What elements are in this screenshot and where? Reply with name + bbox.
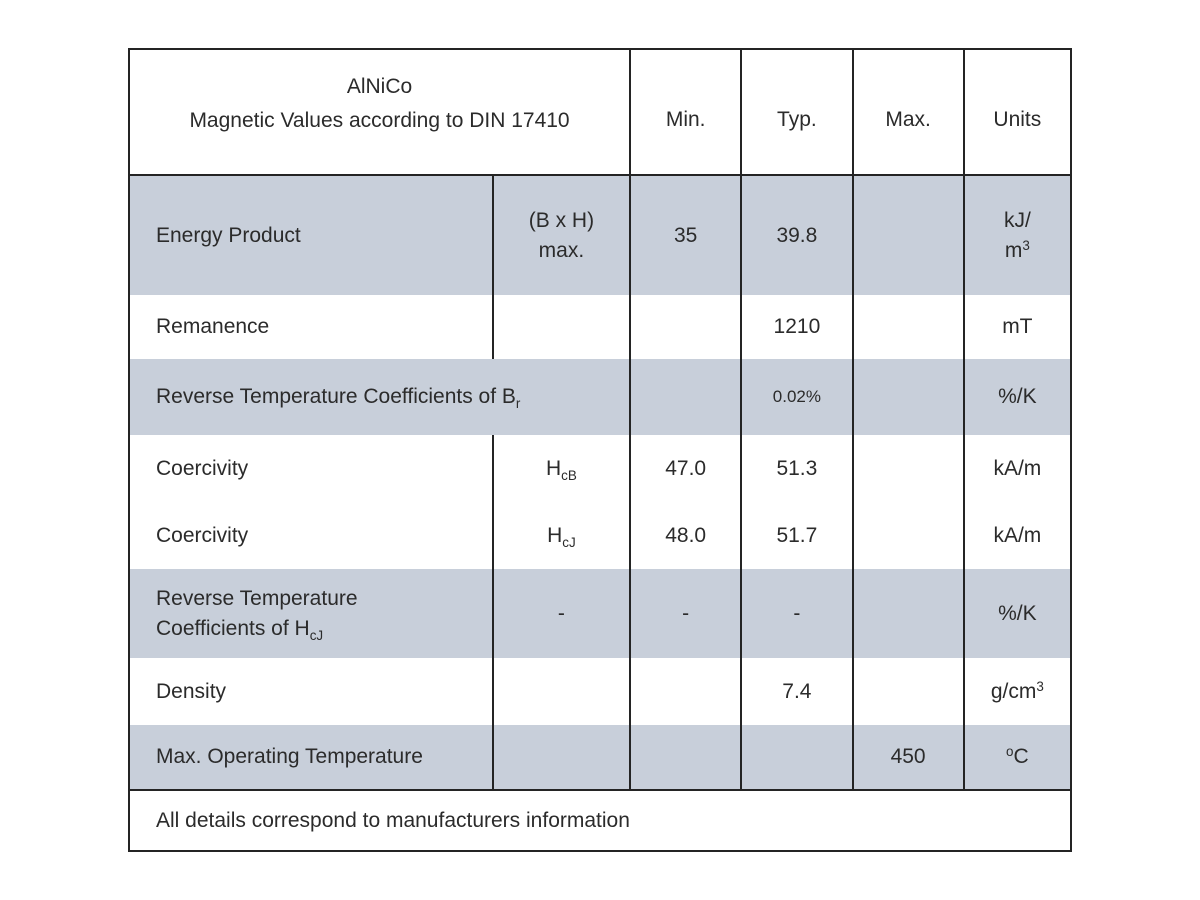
coercivity-hcj-name: Coercivity xyxy=(156,523,249,547)
coercivity-hcb-max xyxy=(851,435,964,502)
max-op-temp-min xyxy=(629,725,742,790)
coercivity-hcb-typ: 51.3 xyxy=(740,435,853,502)
col-header-units: Units xyxy=(962,49,1071,176)
energy-product-name: Energy Product xyxy=(156,223,301,247)
table-title-line1: AlNiCo xyxy=(346,75,413,98)
energy-product-typ: 39.8 xyxy=(740,175,853,295)
table-title-line2: Magnetic Values according to DIN 17410 xyxy=(189,109,570,132)
rev-temp-hcj-max xyxy=(851,569,964,658)
coercivity-hcj-typ: 51.7 xyxy=(740,502,853,569)
remanence-symbol xyxy=(491,295,631,359)
remanence-min xyxy=(629,295,742,359)
max-op-temp-max: 450 xyxy=(851,725,964,790)
max-op-temp-typ xyxy=(740,725,853,790)
coercivity-hcj-min: 48.0 xyxy=(629,502,742,569)
remanence-max xyxy=(851,295,964,359)
energy-product-units: kJ/ m3 xyxy=(962,175,1071,295)
rev-temp-br-typ: 0.02% xyxy=(740,359,853,435)
row-coercivity-hcj: Coercivity HcJ 48.0 51.7 kA/m xyxy=(129,502,1071,569)
energy-product-symbol: (B x H) max. xyxy=(491,175,631,295)
max-op-temp-name: Max. Operating Temperature xyxy=(156,745,423,768)
density-typ: 7.4 xyxy=(740,658,853,725)
density-max xyxy=(851,658,964,725)
max-op-temp-units: oC xyxy=(962,725,1071,790)
coercivity-hcb-units: kA/m xyxy=(962,435,1071,502)
footer-note: All details correspond to manufacturers … xyxy=(129,789,1071,851)
remanence-units: mT xyxy=(962,295,1071,359)
max-op-temp-symbol xyxy=(491,725,631,790)
row-max-operating-temperature: Max. Operating Temperature 450 oC xyxy=(129,725,1071,790)
row-density: Density 7.4 g/cm3 xyxy=(129,658,1071,725)
magnetic-values-table: AlNiCo Magnetic Values according to DIN … xyxy=(128,48,1072,852)
rev-temp-hcj-name: Reverse Temperature Coefficients of HcJ xyxy=(156,586,358,643)
rev-temp-br-name: Reverse Temperature Coefficients of Br xyxy=(156,385,521,411)
rev-temp-hcj-units: %/K xyxy=(962,569,1071,658)
row-energy-product: Energy Product (B x H) max. 35 39.8 kJ/ … xyxy=(129,175,1071,295)
table-title: AlNiCo Magnetic Values according to DIN … xyxy=(130,70,629,138)
row-rev-temp-br: Reverse Temperature Coefficients of Br 0… xyxy=(129,359,1071,435)
density-symbol xyxy=(491,658,631,725)
datasheet-table-container: AlNiCo Magnetic Values according to DIN … xyxy=(128,48,1072,852)
coercivity-hcj-units: kA/m xyxy=(962,502,1071,569)
table-header-row: AlNiCo Magnetic Values according to DIN … xyxy=(129,49,1071,176)
remanence-name: Remanence xyxy=(156,315,270,338)
coercivity-hcb-symbol: HcB xyxy=(491,435,631,502)
col-header-typ: Typ. xyxy=(740,49,853,176)
rev-temp-hcj-typ: - xyxy=(740,569,853,658)
table-footer-row: All details correspond to manufacturers … xyxy=(129,789,1071,851)
coercivity-hcj-max xyxy=(851,502,964,569)
col-header-max: Max. xyxy=(851,49,964,176)
density-name: Density xyxy=(156,679,227,703)
rev-temp-br-min xyxy=(629,359,742,435)
energy-product-max xyxy=(851,175,964,295)
row-rev-temp-hcj: Reverse Temperature Coefficients of HcJ … xyxy=(129,569,1071,658)
coercivity-hcb-name: Coercivity xyxy=(156,456,249,480)
col-header-min: Min. xyxy=(629,49,742,176)
coercivity-hcb-min: 47.0 xyxy=(629,435,742,502)
rev-temp-hcj-symbol: - xyxy=(491,569,631,658)
coercivity-hcj-symbol: HcJ xyxy=(491,502,631,569)
density-units: g/cm3 xyxy=(962,658,1071,725)
energy-product-min: 35 xyxy=(629,175,742,295)
rev-temp-hcj-min: - xyxy=(629,569,742,658)
row-coercivity-hcb: Coercivity HcB 47.0 51.3 kA/m xyxy=(129,435,1071,502)
row-remanence: Remanence 1210 mT xyxy=(129,295,1071,359)
density-min xyxy=(629,658,742,725)
table-title-cell: AlNiCo Magnetic Values according to DIN … xyxy=(129,49,631,176)
rev-temp-br-units: %/K xyxy=(962,359,1071,435)
remanence-typ: 1210 xyxy=(740,295,853,359)
rev-temp-br-max xyxy=(851,359,964,435)
